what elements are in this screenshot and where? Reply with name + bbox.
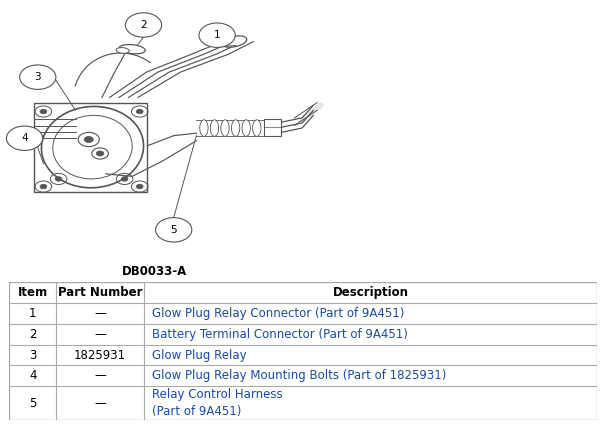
Circle shape bbox=[40, 109, 47, 114]
Circle shape bbox=[19, 65, 56, 89]
Circle shape bbox=[125, 13, 161, 37]
Text: Item: Item bbox=[18, 286, 48, 299]
Text: Relay Control Harness
(Part of 9A451): Relay Control Harness (Part of 9A451) bbox=[152, 388, 283, 418]
Text: DB0033-A: DB0033-A bbox=[122, 265, 188, 278]
Circle shape bbox=[84, 137, 93, 142]
Circle shape bbox=[96, 151, 104, 156]
Ellipse shape bbox=[231, 120, 240, 137]
Text: Glow Plug Relay Connector (Part of 9A451): Glow Plug Relay Connector (Part of 9A451… bbox=[152, 307, 404, 320]
Text: Glow Plug Relay Mounting Bolts (Part of 1825931): Glow Plug Relay Mounting Bolts (Part of … bbox=[152, 369, 446, 382]
Text: 4: 4 bbox=[29, 369, 37, 382]
Bar bbox=[264, 119, 281, 136]
Text: 1: 1 bbox=[29, 307, 37, 320]
Circle shape bbox=[7, 126, 43, 151]
Text: 4: 4 bbox=[21, 133, 28, 143]
Ellipse shape bbox=[222, 36, 247, 47]
Ellipse shape bbox=[221, 120, 229, 137]
Ellipse shape bbox=[116, 47, 129, 53]
Text: 2: 2 bbox=[29, 328, 37, 340]
Text: 3: 3 bbox=[29, 349, 37, 362]
Text: —: — bbox=[94, 396, 106, 410]
Text: —: — bbox=[94, 307, 106, 320]
Bar bbox=[34, 103, 147, 192]
Circle shape bbox=[136, 184, 143, 189]
Text: Description: Description bbox=[333, 286, 409, 299]
Text: 3: 3 bbox=[35, 72, 41, 82]
Text: 1: 1 bbox=[214, 30, 220, 40]
Ellipse shape bbox=[210, 120, 219, 137]
Ellipse shape bbox=[253, 120, 261, 137]
Text: Glow Plug Relay: Glow Plug Relay bbox=[152, 349, 247, 362]
Text: —: — bbox=[94, 369, 106, 382]
Text: —: — bbox=[94, 328, 106, 340]
Text: 5: 5 bbox=[29, 396, 37, 410]
Circle shape bbox=[136, 109, 143, 114]
Ellipse shape bbox=[242, 120, 250, 137]
Text: Part Number: Part Number bbox=[58, 286, 143, 299]
Text: 2: 2 bbox=[140, 20, 147, 30]
Circle shape bbox=[55, 177, 62, 181]
Circle shape bbox=[40, 184, 47, 189]
Circle shape bbox=[199, 23, 235, 47]
Text: Battery Terminal Connector (Part of 9A451): Battery Terminal Connector (Part of 9A45… bbox=[152, 328, 408, 340]
Ellipse shape bbox=[119, 45, 145, 54]
Text: 1825931: 1825931 bbox=[74, 349, 126, 362]
Circle shape bbox=[155, 218, 192, 242]
Circle shape bbox=[121, 177, 128, 181]
Text: 5: 5 bbox=[171, 225, 177, 235]
Ellipse shape bbox=[200, 120, 208, 137]
